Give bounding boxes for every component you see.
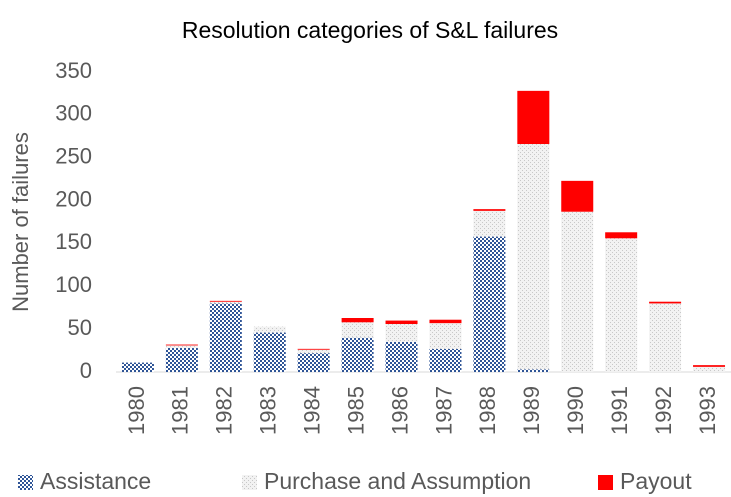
bar-segment	[165, 344, 198, 346]
bar-segment	[429, 348, 462, 372]
legend-label: Purchase and Assumption	[264, 468, 531, 494]
bar-segment	[693, 366, 726, 372]
bar-segment	[297, 348, 330, 350]
y-tick-label: 100	[55, 272, 92, 297]
bar-segment	[561, 211, 594, 372]
bar-segment	[517, 144, 550, 370]
bar-segment	[341, 322, 374, 338]
y-tick-label: 150	[55, 229, 92, 254]
x-tick-label: 1981	[168, 386, 193, 435]
bar-segment	[341, 337, 374, 372]
legend-marker	[598, 475, 613, 490]
bar-segment	[385, 324, 418, 342]
y-tick-label: 50	[68, 315, 92, 340]
bar-segment	[165, 348, 198, 372]
x-tick-label: 1982	[212, 386, 237, 435]
x-tick-label: 1988	[475, 386, 500, 435]
bar-segment	[297, 349, 330, 354]
bar-segment	[649, 301, 682, 304]
bar-segment	[473, 209, 506, 211]
bar-segment	[429, 319, 462, 324]
bar-segment	[605, 232, 638, 239]
bar-segment	[385, 320, 418, 324]
x-tick-label: 1984	[299, 386, 324, 435]
bar-segment	[341, 318, 374, 323]
legend-label: Payout	[620, 468, 692, 494]
bar-segment	[297, 353, 330, 372]
x-tick-label: 1991	[607, 386, 632, 435]
bar-segment	[253, 332, 286, 372]
x-tick-label: 1993	[695, 386, 720, 435]
y-tick-label: 0	[80, 358, 92, 383]
x-tick-label: 1985	[343, 386, 368, 435]
x-tick-label: 1983	[256, 386, 281, 435]
legend-marker	[18, 475, 33, 490]
bar-segment	[209, 301, 242, 304]
bar-segment	[165, 345, 198, 348]
y-axis-label: Number of failures	[8, 132, 33, 312]
x-tick-label: 1987	[431, 386, 456, 435]
y-tick-label: 200	[55, 186, 92, 211]
x-tick-label: 1980	[124, 386, 149, 435]
bar-segment	[253, 326, 286, 333]
y-tick-label: 250	[55, 144, 92, 169]
bar-segment	[473, 210, 506, 237]
legend-label: Assistance	[40, 468, 151, 494]
x-tick-label: 1992	[651, 386, 676, 435]
bar-segment	[649, 303, 682, 372]
bar-segment	[693, 365, 726, 367]
bar-segment	[605, 238, 638, 372]
x-tick-label: 1990	[563, 386, 588, 435]
bar-segment	[385, 342, 418, 372]
x-tick-label: 1989	[519, 386, 544, 435]
x-tick-label: 1986	[387, 386, 412, 435]
bar-segment	[209, 303, 242, 372]
bar-segment	[209, 300, 242, 302]
legend-marker	[242, 475, 257, 490]
bar-segment	[517, 90, 550, 144]
bar-segment	[121, 362, 154, 372]
chart-title: Resolution categories of S&L failures	[182, 17, 558, 43]
bar-segment	[473, 236, 506, 372]
bar-segment	[517, 369, 550, 372]
bar-segment	[429, 323, 462, 349]
bar-segment	[561, 180, 594, 212]
y-tick-label: 300	[55, 101, 92, 126]
y-tick-label: 350	[55, 58, 92, 83]
